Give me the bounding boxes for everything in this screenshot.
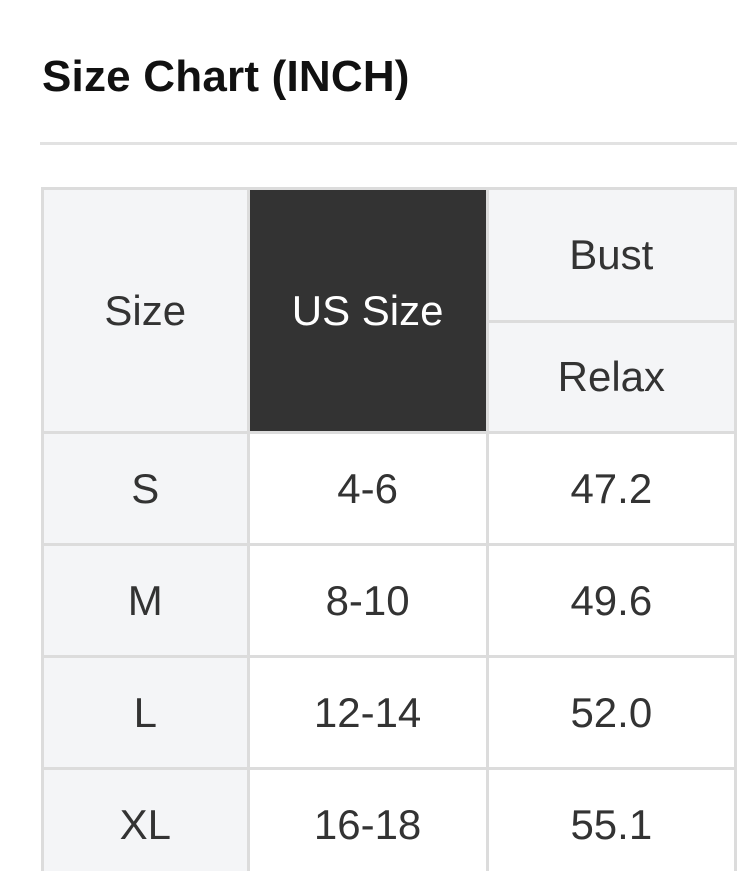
cell-size: S [41, 431, 250, 546]
cell-size: XL [41, 767, 250, 871]
cell-bust-relax: 49.6 [485, 543, 737, 658]
table-row: L 12-14 52.0 [41, 655, 737, 770]
cell-us-size: 12-14 [246, 655, 489, 770]
cell-size: L [41, 655, 250, 770]
cell-size: M [41, 543, 250, 658]
size-chart-table: Size US Size Bust Relax S 4-6 47.2 M 8-1… [41, 187, 737, 871]
header-us-size: US Size [246, 187, 489, 434]
cell-bust-relax: 47.2 [485, 431, 737, 546]
header-size: Size [41, 187, 250, 434]
table-row: S 4-6 47.2 [41, 431, 737, 546]
table-row: XL 16-18 55.1 [41, 767, 737, 871]
header-relax: Relax [485, 320, 737, 434]
table-row: M 8-10 49.6 [41, 543, 737, 658]
cell-us-size: 8-10 [246, 543, 489, 658]
header-bust: Bust [485, 187, 737, 323]
cell-bust-relax: 55.1 [485, 767, 737, 871]
cell-us-size: 16-18 [246, 767, 489, 871]
cell-bust-relax: 52.0 [485, 655, 737, 770]
page-title: Size Chart (INCH) [42, 52, 410, 101]
divider [40, 142, 737, 145]
cell-us-size: 4-6 [246, 431, 489, 546]
